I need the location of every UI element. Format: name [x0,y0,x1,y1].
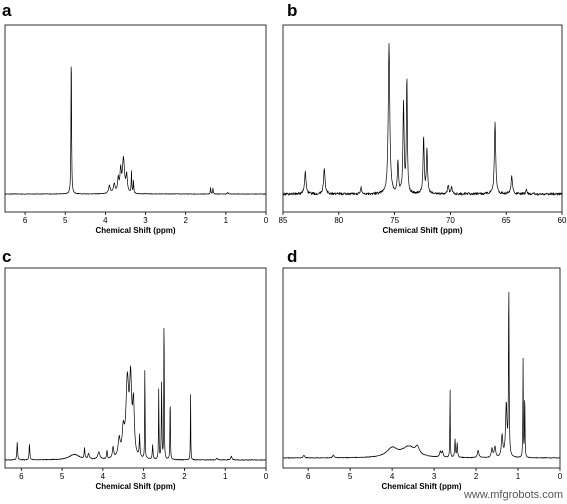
panel-a: a 6 5 4 3 2 1 0 Chemical Shift (ppm) [2,1,269,235]
x-tick-label: 1 [223,472,228,481]
panel-letter: b [287,1,297,20]
spectrum-line [4,327,267,461]
x-tick-label: 6 [23,216,28,225]
x-tick-label: 1 [224,216,229,225]
x-axis-title: Chemical Shift (ppm) [95,482,175,491]
panel-letter: d [287,247,297,266]
x-axis-title: Chemical Shift (ppm) [382,226,462,235]
watermark-text: www.mfgrobots.com [463,489,563,501]
plot-frame [4,24,267,213]
x-tick-label: 65 [502,216,511,225]
x-tick-label: 85 [279,216,288,225]
x-tick-label: 4 [101,472,106,481]
spectrum-line [4,66,267,195]
x-tick-label: 3 [432,472,437,481]
x-axis-title: Chemical Shift (ppm) [381,482,461,491]
x-tick-label: 3 [141,472,146,481]
x-tick-label: 4 [390,472,395,481]
x-tick-label: 4 [103,216,108,225]
x-tick-label: 5 [60,472,65,481]
x-tick-label: 60 [558,216,567,225]
plot-frame [282,24,563,213]
spectrum-line [282,43,563,196]
panel-b: b 85 80 75 70 65 60 Chemical Shift (ppm) [279,1,567,235]
x-tick-label: 5 [348,472,353,481]
plot-frame [282,267,561,469]
x-tick-label: 3 [143,216,148,225]
x-tick-label: 2 [183,216,188,225]
x-tick-label: 0 [264,216,269,225]
x-axis-title: Chemical Shift (ppm) [95,226,175,235]
plot-frame [4,267,267,469]
x-tick-label: 6 [19,472,24,481]
spectrum-line [282,291,561,459]
panel-d: d 6 5 4 3 2 1 0 Chemical Shift (ppm) [282,247,563,491]
x-tick-label: 6 [306,472,311,481]
x-tick-label: 2 [474,472,479,481]
x-tick-label: 2 [182,472,187,481]
x-tick-label: 1 [516,472,521,481]
x-tick-label: 70 [446,216,455,225]
x-tick-label: 0 [558,472,563,481]
x-tick-label: 75 [390,216,399,225]
x-tick-label: 0 [264,472,269,481]
x-tick-label: 5 [63,216,68,225]
panel-c: c 6 5 4 3 2 1 0 Chemical Shift (ppm) [2,247,269,491]
panel-letter: c [2,247,11,266]
x-tick-label: 80 [334,216,343,225]
panel-letter: a [2,1,12,20]
